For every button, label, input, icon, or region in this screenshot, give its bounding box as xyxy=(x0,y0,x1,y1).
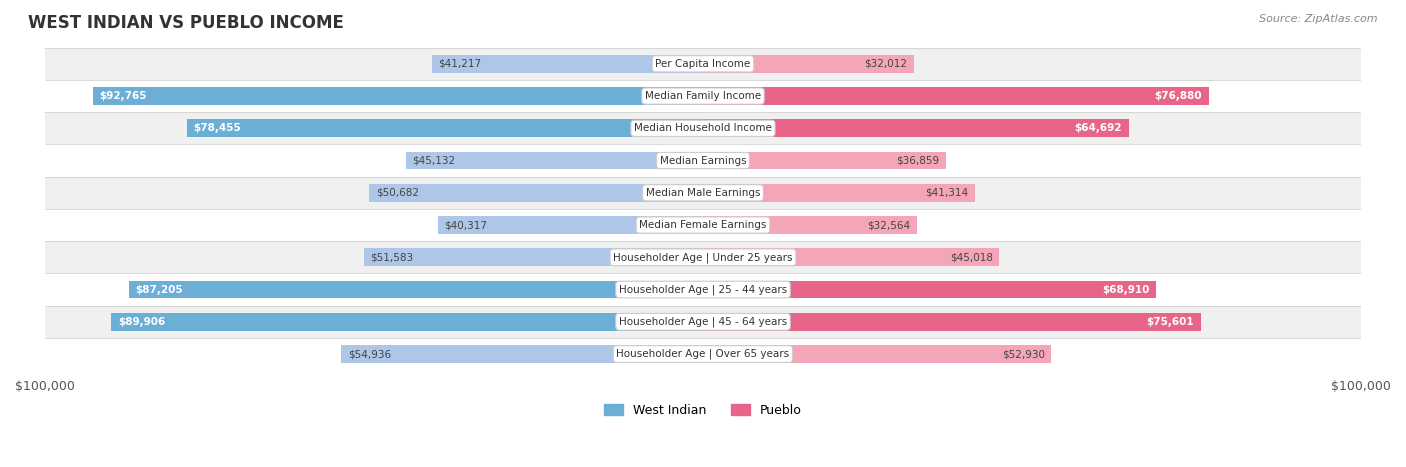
Legend: West Indian, Pueblo: West Indian, Pueblo xyxy=(599,399,807,422)
Bar xyxy=(437,216,703,234)
Text: $41,314: $41,314 xyxy=(925,188,969,198)
Bar xyxy=(45,241,1361,274)
Bar xyxy=(703,55,914,73)
Bar xyxy=(703,313,1201,331)
Bar xyxy=(703,87,1209,105)
Bar xyxy=(432,55,703,73)
Text: $68,910: $68,910 xyxy=(1102,284,1150,295)
Text: $89,906: $89,906 xyxy=(118,317,165,327)
Bar xyxy=(45,48,1361,80)
Text: Median Earnings: Median Earnings xyxy=(659,156,747,166)
Bar xyxy=(129,281,703,298)
Bar xyxy=(342,345,703,363)
Bar xyxy=(45,306,1361,338)
Text: $76,880: $76,880 xyxy=(1154,91,1202,101)
Text: Householder Age | Under 25 years: Householder Age | Under 25 years xyxy=(613,252,793,262)
Bar xyxy=(370,184,703,202)
Text: $54,936: $54,936 xyxy=(349,349,391,359)
Text: $32,564: $32,564 xyxy=(868,220,911,230)
Bar xyxy=(93,87,703,105)
Text: $40,317: $40,317 xyxy=(444,220,488,230)
Bar xyxy=(45,274,1361,306)
Bar xyxy=(45,177,1361,209)
Bar xyxy=(703,184,974,202)
Text: $50,682: $50,682 xyxy=(375,188,419,198)
Bar xyxy=(703,248,1000,266)
Bar xyxy=(111,313,703,331)
Bar xyxy=(703,120,1129,137)
Text: Median Household Income: Median Household Income xyxy=(634,123,772,133)
Text: $51,583: $51,583 xyxy=(370,252,413,262)
Text: $41,217: $41,217 xyxy=(439,59,481,69)
Bar xyxy=(45,80,1361,112)
Text: Householder Age | 45 - 64 years: Householder Age | 45 - 64 years xyxy=(619,317,787,327)
Text: $36,859: $36,859 xyxy=(896,156,939,166)
Text: $75,601: $75,601 xyxy=(1146,317,1194,327)
Bar xyxy=(364,248,703,266)
Text: $64,692: $64,692 xyxy=(1074,123,1122,133)
Text: $52,930: $52,930 xyxy=(1001,349,1045,359)
Bar xyxy=(406,152,703,170)
Bar xyxy=(45,338,1361,370)
Bar xyxy=(703,216,917,234)
Bar xyxy=(703,345,1052,363)
Text: $45,132: $45,132 xyxy=(412,156,456,166)
Text: Median Female Earnings: Median Female Earnings xyxy=(640,220,766,230)
Text: Householder Age | Over 65 years: Householder Age | Over 65 years xyxy=(616,349,790,359)
Text: $45,018: $45,018 xyxy=(949,252,993,262)
Text: Median Male Earnings: Median Male Earnings xyxy=(645,188,761,198)
Bar xyxy=(45,209,1361,241)
Text: $78,455: $78,455 xyxy=(193,123,240,133)
Text: WEST INDIAN VS PUEBLO INCOME: WEST INDIAN VS PUEBLO INCOME xyxy=(28,14,344,32)
Bar xyxy=(45,144,1361,177)
Text: $87,205: $87,205 xyxy=(136,284,183,295)
Text: $32,012: $32,012 xyxy=(865,59,907,69)
Text: $92,765: $92,765 xyxy=(100,91,146,101)
Text: Householder Age | 25 - 44 years: Householder Age | 25 - 44 years xyxy=(619,284,787,295)
Bar xyxy=(703,281,1157,298)
Bar xyxy=(187,120,703,137)
Bar xyxy=(703,152,946,170)
Text: Source: ZipAtlas.com: Source: ZipAtlas.com xyxy=(1260,14,1378,24)
Bar xyxy=(45,112,1361,144)
Text: Median Family Income: Median Family Income xyxy=(645,91,761,101)
Text: Per Capita Income: Per Capita Income xyxy=(655,59,751,69)
